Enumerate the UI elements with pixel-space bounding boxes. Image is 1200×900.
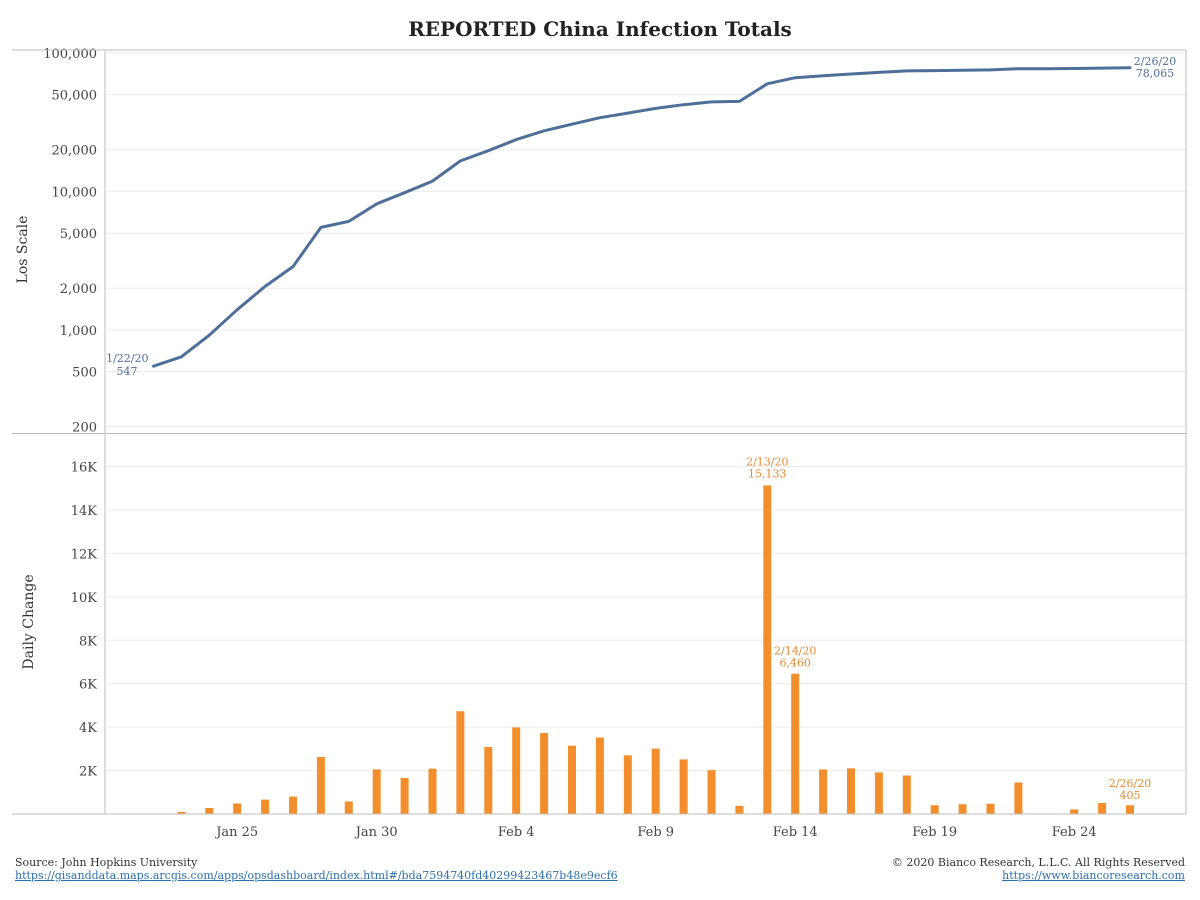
bar-annotation-value: 405	[1120, 789, 1141, 802]
daily-change-bar	[986, 803, 995, 814]
copyright-text: © 2020 Bianco Research, L.L.C. All Right…	[891, 856, 1185, 869]
bar-annotation-value: 6,460	[779, 657, 811, 670]
x-tick-label: Feb 4	[498, 825, 535, 840]
x-tick-label: Jan 25	[214, 825, 258, 840]
daily-change-bar	[763, 485, 772, 814]
top-y-tick-label: 1,000	[60, 324, 97, 339]
daily-change-bar	[1070, 809, 1079, 814]
x-tick-label: Feb 9	[637, 825, 674, 840]
top-y-tick-label: 50,000	[52, 89, 98, 104]
top-y-tick-label: 2,000	[60, 282, 97, 297]
annotation-start-value: 547	[117, 365, 138, 378]
top-y-tick-label: 20,000	[52, 144, 98, 159]
daily-change-bar	[484, 747, 493, 814]
daily-change-bar	[595, 737, 604, 814]
daily-change-bar	[1098, 803, 1107, 814]
daily-change-bar	[428, 768, 437, 814]
x-tick-label: Feb 19	[912, 825, 957, 840]
top-y-axis-title: Los Scale	[15, 216, 31, 284]
daily-change-bar	[651, 748, 660, 814]
bottom-y-tick-label: 10K	[71, 591, 98, 606]
bottom-y-tick-label: 12K	[71, 547, 98, 562]
daily-change-bar	[930, 805, 939, 814]
bottom-y-tick-label: 2K	[79, 765, 97, 780]
bottom-y-tick-label: 16K	[71, 461, 98, 476]
chart-title: REPORTED China Infection Totals	[408, 17, 792, 41]
daily-change-bar	[707, 770, 716, 814]
annotation-end-date: 2/26/20	[1134, 55, 1176, 68]
source-link[interactable]: https://gisanddata.maps.arcgis.com/apps/…	[15, 869, 618, 882]
top-y-tick-label: 10,000	[52, 185, 98, 200]
daily-change-bar	[177, 811, 186, 814]
footer-copyright: © 2020 Bianco Research, L.L.C. All Right…	[892, 856, 1185, 882]
daily-change-bar	[623, 755, 632, 814]
daily-change-bar	[512, 727, 521, 814]
x-tick-label: Jan 30	[354, 825, 398, 840]
daily-change-bar	[205, 808, 214, 814]
daily-change-bar	[847, 768, 855, 814]
daily-change-bar	[568, 745, 576, 814]
daily-change-bar	[261, 799, 270, 814]
daily-change-bar	[540, 733, 549, 814]
daily-change-bar	[289, 796, 297, 814]
x-tick-label: Feb 24	[1052, 825, 1097, 840]
bottom-y-tick-label: 4K	[79, 721, 97, 736]
bottom-y-tick-label: 6K	[79, 678, 97, 693]
top-y-tick-label: 5,000	[60, 227, 97, 242]
bottom-panel-daily-bars: 2K 4K 6K 8K 10K 12K 14K 16K Daily Change 2/13/201…	[21, 455, 1186, 840]
bottom-y-axis-title: Daily Change	[21, 574, 37, 669]
daily-change-bar	[735, 805, 744, 814]
daily-change-bar	[372, 769, 381, 814]
bottom-y-tick-label: 8K	[79, 634, 97, 649]
infection-total-line	[152, 66, 1132, 368]
daily-change-bar	[902, 775, 911, 814]
annotation-end-value: 78,065	[1136, 67, 1175, 80]
top-panel-log-line: 200 500 1,000 2,000 5,000 10,000 20,000 50,000 1…	[15, 47, 1186, 436]
daily-change-bar	[316, 756, 325, 814]
daily-change-bar	[874, 772, 883, 814]
bar-annotation-date: 2/14/20	[774, 645, 816, 658]
daily-change-bar	[1014, 782, 1023, 814]
site-link[interactable]: https://www.biancoresearch.com	[1002, 869, 1185, 882]
top-y-tick-label: 100,000	[43, 47, 97, 62]
daily-change-bar	[679, 759, 688, 814]
daily-change-bar	[791, 673, 800, 814]
top-y-tick-label: 500	[72, 366, 97, 381]
daily-change-bar	[456, 711, 465, 814]
footer-source: Source: John Hopkins University https://…	[15, 856, 618, 882]
bar-annotation-date: 2/13/20	[746, 455, 788, 468]
daily-change-bar	[233, 803, 242, 814]
bar-annotation-value: 15,133	[748, 467, 787, 480]
top-y-tick-label: 200	[72, 421, 97, 436]
x-tick-label: Feb 14	[773, 825, 818, 840]
source-label: Source: John Hopkins University	[15, 856, 198, 869]
daily-change-bar	[819, 769, 828, 814]
daily-change-bar	[400, 778, 409, 814]
annotation-start-date: 1/22/20	[106, 352, 148, 365]
daily-change-bar	[958, 804, 967, 814]
daily-change-bar	[1126, 805, 1134, 814]
daily-change-bar	[344, 801, 353, 814]
bar-annotation-date: 2/26/20	[1109, 777, 1151, 790]
bottom-y-tick-label: 14K	[71, 504, 98, 519]
chart-frame	[12, 49, 1187, 815]
